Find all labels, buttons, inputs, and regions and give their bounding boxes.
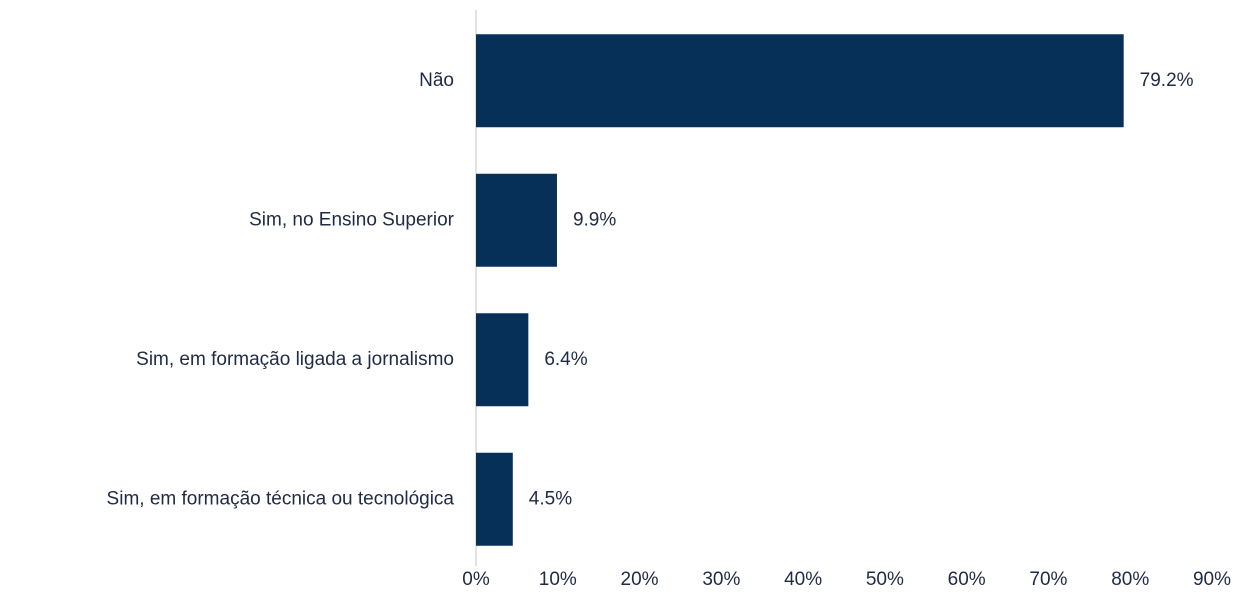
x-tick-label: 10% bbox=[539, 569, 577, 590]
y-tick-label: Sim, no Ensino Superior bbox=[249, 209, 455, 230]
x-tick-label: 60% bbox=[948, 569, 986, 590]
y-tick-label: Não bbox=[419, 70, 454, 91]
bar bbox=[476, 313, 529, 407]
x-tick-label: 70% bbox=[1029, 569, 1067, 590]
y-tick-label: Sim, em formação técnica ou tecnológica bbox=[107, 488, 455, 509]
value-label: 79.2% bbox=[1140, 70, 1194, 91]
x-tick-label: 0% bbox=[462, 569, 490, 590]
x-tick-label: 40% bbox=[784, 569, 822, 590]
value-label: 4.5% bbox=[529, 488, 572, 509]
y-tick-label: Sim, em formação ligada a jornalismo bbox=[136, 349, 454, 370]
bar bbox=[476, 452, 513, 546]
x-tick-label: 30% bbox=[702, 569, 740, 590]
bar bbox=[476, 34, 1124, 128]
value-label: 6.4% bbox=[544, 349, 587, 370]
x-tick-label: 20% bbox=[621, 569, 659, 590]
x-tick-label: 50% bbox=[866, 569, 904, 590]
value-label: 9.9% bbox=[573, 209, 616, 230]
bar bbox=[476, 173, 557, 267]
x-tick-label: 90% bbox=[1193, 569, 1231, 590]
x-tick-label: 80% bbox=[1111, 569, 1149, 590]
